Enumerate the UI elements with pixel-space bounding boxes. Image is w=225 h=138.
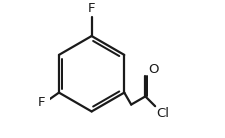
- Text: F: F: [37, 96, 45, 109]
- Text: F: F: [88, 2, 95, 15]
- Text: Cl: Cl: [155, 107, 168, 120]
- Text: O: O: [148, 63, 158, 76]
